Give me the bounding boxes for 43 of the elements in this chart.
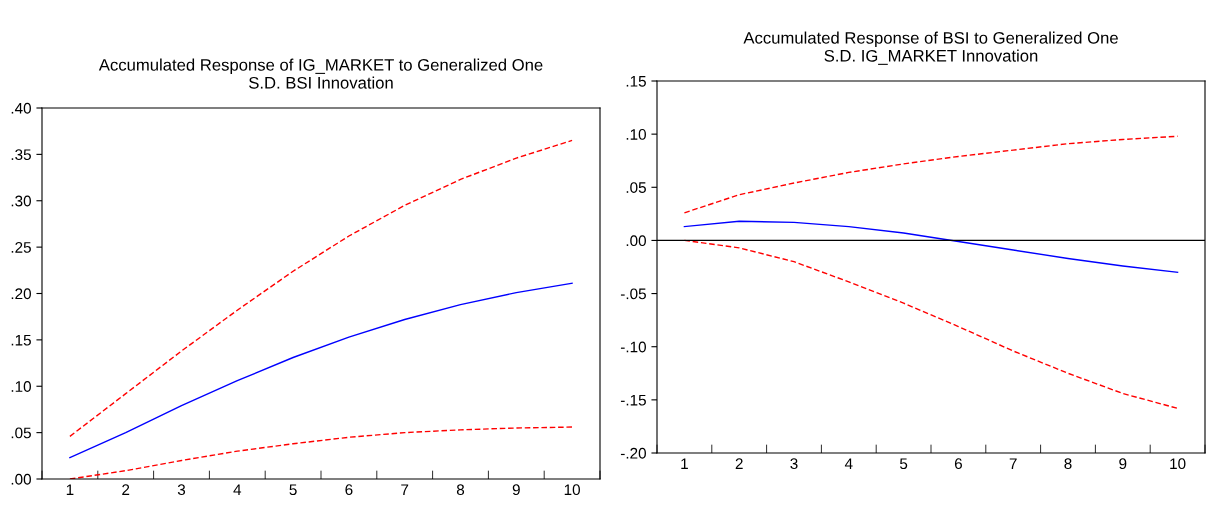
line-series: [69, 282, 573, 459]
y-tick-label: -.15: [620, 394, 646, 406]
y-tick-label: -.10: [620, 341, 646, 353]
y-tick-label: .10: [11, 381, 31, 392]
y-tick-label: .05: [11, 427, 31, 439]
x-tick-label: 2: [122, 484, 130, 495]
chart-title: Accumulated Response of BSI to Generalized One S.D. IG_MARKET Innovation: [743, 31, 1118, 65]
y-tick-label: -.05: [620, 288, 646, 300]
x-tick-label: 9: [512, 484, 520, 496]
x-tick-label: 3: [790, 458, 798, 470]
y-tick-label: .30: [11, 195, 31, 207]
x-tick-label: 1: [681, 458, 688, 469]
y-tick-label: .25: [11, 241, 31, 253]
line-series: [69, 139, 573, 438]
x-tick-label: 9: [1119, 458, 1127, 470]
x-tick-label: 10: [564, 484, 580, 496]
x-tick-label: 6: [345, 484, 353, 496]
y-tick-label: .05: [626, 182, 646, 193]
chart-title: Accumulated Response of IG_MARKET to Generalized One S.D. BSI Innovation: [98, 58, 543, 89]
x-tick-label: 6: [954, 458, 962, 470]
x-tick-label: 4: [844, 458, 853, 469]
x-tick-label: 5: [899, 458, 908, 470]
x-tick-label: 5: [289, 484, 297, 496]
y-tick-label: .15: [11, 334, 31, 346]
y-tick-label: -.20: [620, 447, 646, 459]
y-tick-label: .15: [626, 76, 646, 87]
x-tick-label: 7: [401, 484, 409, 495]
line-series: [683, 220, 1179, 274]
y-tick-label: .35: [11, 149, 31, 161]
y-tick-label: .40: [11, 102, 31, 114]
x-tick-label: 2: [735, 458, 743, 469]
x-tick-label: 4: [233, 484, 242, 495]
y-tick-label: .00: [626, 235, 646, 247]
x-tick-label: 10: [1170, 458, 1186, 470]
x-tick-label: 3: [177, 484, 186, 496]
x-tick-label: 7: [1009, 458, 1017, 469]
y-tick-label: .00: [11, 473, 31, 485]
x-tick-label: 1: [66, 484, 74, 495]
line-series: [683, 135, 1179, 214]
y-tick-label: .10: [626, 129, 646, 140]
x-tick-label: 8: [456, 484, 465, 496]
x-tick-label: 8: [1064, 458, 1072, 470]
y-tick-label: .20: [11, 288, 31, 300]
